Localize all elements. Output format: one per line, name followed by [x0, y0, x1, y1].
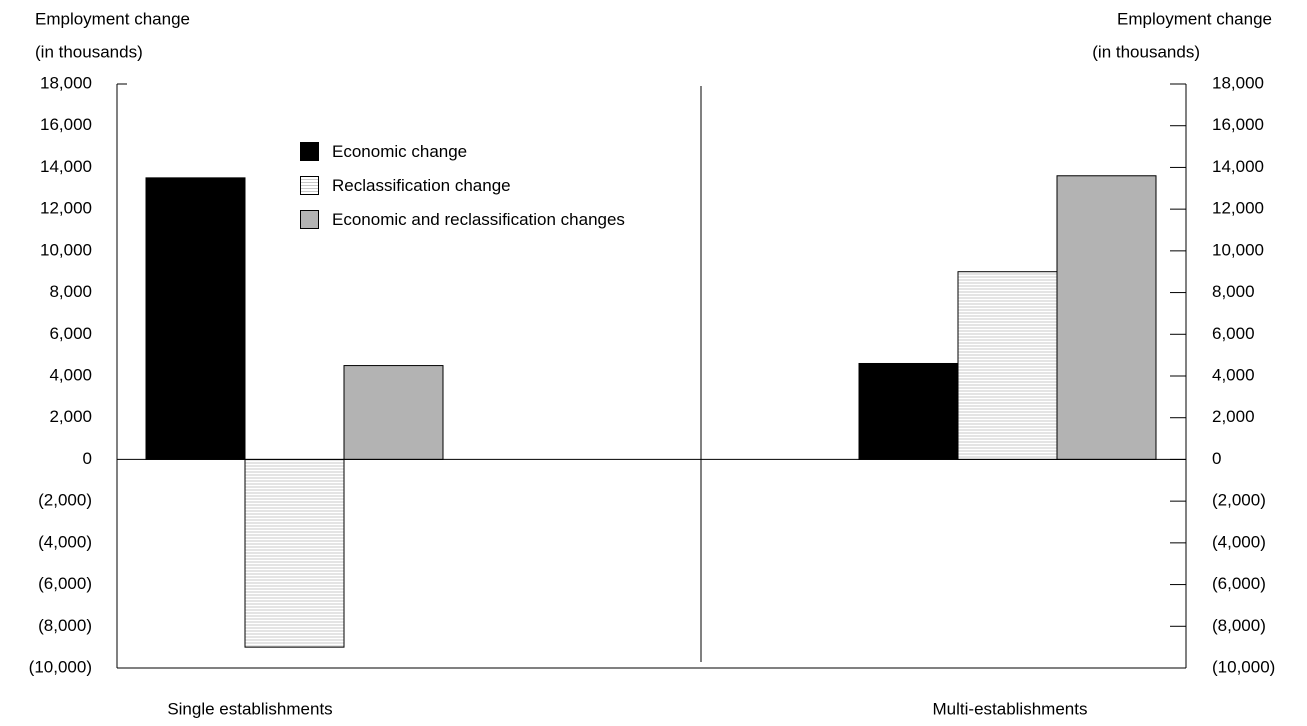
y-tick-label: 10,000: [40, 240, 92, 259]
x-tick-label: Multi-establishments: [933, 699, 1088, 718]
bar: [343, 365, 444, 460]
legend-swatch: [300, 176, 319, 195]
y-tick-label: (8,000): [38, 616, 92, 635]
x-tick-label: Single establishments: [167, 699, 332, 718]
y-tick-label: (6,000): [38, 574, 92, 593]
legend-label: Economic change: [332, 142, 468, 161]
legend-item: Economic change: [300, 142, 660, 162]
y2-tick-label: 6,000: [1212, 324, 1255, 343]
legend-swatch: [300, 210, 319, 229]
legend-label: Economic and reclassification changes: [332, 210, 625, 229]
legend-swatch: [300, 142, 319, 161]
y2-label: (in thousands): [1092, 42, 1200, 61]
y2-tick-label: 4,000: [1212, 365, 1255, 384]
y2-tick-label: 2,000: [1212, 407, 1255, 426]
y2-tick-label: (2,000): [1212, 491, 1266, 510]
y2-tick-label: (8,000): [1212, 616, 1266, 635]
legend-item: Reclassification change: [300, 176, 660, 196]
bar: [858, 362, 959, 460]
legend-item: Economic and reclassification changes: [300, 210, 660, 230]
y2-tick-label: 12,000: [1212, 199, 1264, 218]
bar: [957, 271, 1058, 460]
y-tick-label: (10,000): [29, 657, 92, 676]
legend-label: Reclassification change: [332, 176, 511, 195]
y2-tick-label: 16,000: [1212, 115, 1264, 134]
y-tick-label: 16,000: [40, 115, 92, 134]
y2-label: Employment change: [1117, 9, 1272, 28]
y-tick-label: 2,000: [49, 407, 92, 426]
bar: [1056, 175, 1157, 460]
bar: [244, 458, 345, 648]
y2-tick-label: 10,000: [1212, 240, 1264, 259]
y-tick-label: 14,000: [40, 157, 92, 176]
y-label: Employment change: [35, 9, 190, 28]
y2-tick-label: (10,000): [1212, 657, 1275, 676]
y2-tick-label: 0: [1212, 449, 1221, 468]
y-label: (in thousands): [35, 42, 143, 61]
y-tick-label: 4,000: [49, 365, 92, 384]
y2-tick-label: 8,000: [1212, 282, 1255, 301]
y2-tick-label: 18,000: [1212, 73, 1264, 92]
y-tick-label: 8,000: [49, 282, 92, 301]
y2-tick-label: 14,000: [1212, 157, 1264, 176]
y-tick-label: 12,000: [40, 199, 92, 218]
y-tick-label: (2,000): [38, 491, 92, 510]
y2-tick-label: (4,000): [1212, 532, 1266, 551]
y2-tick-label: (6,000): [1212, 574, 1266, 593]
bar: [145, 177, 246, 460]
y-tick-label: (4,000): [38, 532, 92, 551]
y-tick-label: 6,000: [49, 324, 92, 343]
y-tick-label: 18,000: [40, 73, 92, 92]
y-tick-label: 0: [83, 449, 92, 468]
